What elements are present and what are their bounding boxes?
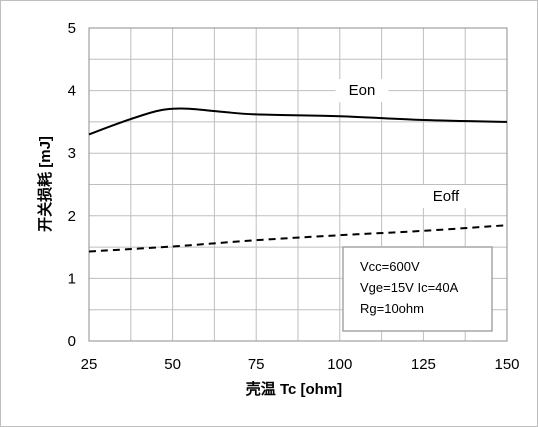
condition-vcc: Vcc=600V [360,259,420,274]
y-tick-label: 4 [68,83,76,100]
axes [88,27,508,342]
y-tick-label: 1 [68,270,76,287]
labels: 25 50 75 100 125 150 0 1 2 3 4 5 [68,20,520,373]
eoff-label-background [419,185,474,208]
plot-area-border [88,27,508,342]
series [88,107,508,253]
eon-label-background [335,79,389,102]
y-tick-label: 5 [68,20,76,37]
x-tick-label: 100 [327,356,352,373]
x-tick-label: 150 [494,356,519,373]
conditions-box [342,246,493,332]
y-axis-title: 开关损耗 [mJ] [36,136,54,232]
eon-series-label: Eon [349,82,376,99]
series-line-eon [88,107,508,136]
x-tick-label: 25 [81,356,98,373]
y-tick-label: 0 [68,333,76,350]
eoff-series-label: Eoff [433,188,460,205]
condition-rg: Rg=10ohm [360,301,424,316]
series-line-eoff [88,224,508,253]
condition-vge-ic: Vge=15V Ic=40A [360,280,459,295]
y-tick-label: 2 [68,208,76,225]
x-tick-label: 125 [411,356,436,373]
x-axis-title: 壳温 Tc [ohm] [245,380,342,398]
x-tick-label: 50 [164,356,181,373]
x-tick-label: 75 [248,356,265,373]
y-tick-label: 3 [68,145,76,162]
